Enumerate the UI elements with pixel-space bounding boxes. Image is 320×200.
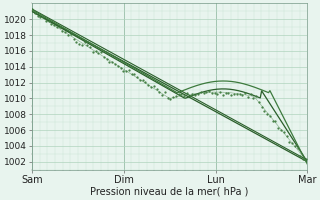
- X-axis label: Pression niveau de la mer( hPa ): Pression niveau de la mer( hPa ): [91, 187, 249, 197]
